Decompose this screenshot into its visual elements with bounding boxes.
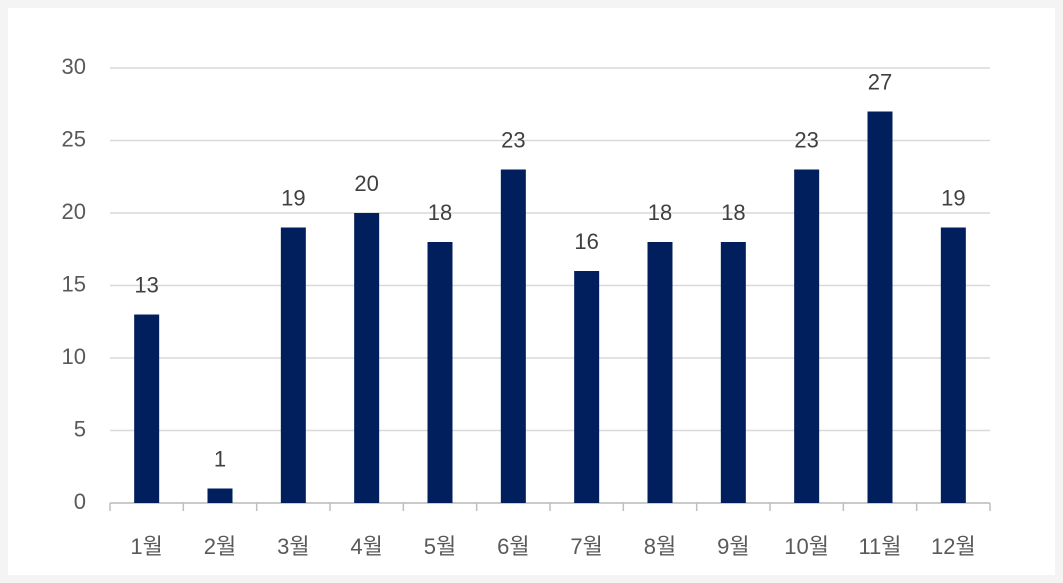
y-tick-label: 25 — [62, 126, 86, 151]
bar — [207, 488, 233, 503]
data-label: 18 — [428, 200, 452, 225]
x-tick-label: 10월 — [784, 534, 829, 559]
bar — [940, 227, 966, 503]
data-label: 19 — [281, 185, 305, 210]
x-tick-label: 2월 — [204, 534, 236, 559]
x-tick-label: 6월 — [497, 534, 529, 559]
y-tick-label: 30 — [62, 54, 86, 79]
data-label: 1 — [214, 446, 226, 471]
y-tick-label: 0 — [74, 489, 86, 514]
data-label: 27 — [868, 69, 892, 94]
x-tick-label: 7월 — [570, 534, 602, 559]
bar — [867, 111, 893, 503]
x-tick-label: 11월 — [858, 534, 901, 559]
y-tick-label: 15 — [62, 271, 86, 296]
x-tick-label: 1월 — [130, 534, 162, 559]
y-tick-label: 10 — [62, 344, 86, 369]
bar — [500, 169, 526, 503]
x-tick-label: 9월 — [717, 534, 749, 559]
bar — [427, 242, 453, 503]
bar — [794, 169, 820, 503]
x-tick-label: 8월 — [644, 534, 676, 559]
bar — [280, 227, 306, 503]
data-label: 23 — [794, 127, 818, 152]
x-tick-label: 3월 — [277, 534, 309, 559]
bar — [354, 213, 380, 503]
bar — [134, 314, 160, 503]
y-tick-label: 5 — [74, 416, 86, 441]
bar — [574, 271, 600, 503]
x-tick-label: 5월 — [424, 534, 456, 559]
data-label: 18 — [648, 200, 672, 225]
data-label: 16 — [574, 229, 598, 254]
x-tick-label: 12월 — [931, 534, 976, 559]
data-label: 23 — [501, 127, 525, 152]
data-label: 20 — [354, 171, 378, 196]
data-label: 13 — [134, 272, 158, 297]
chart-area — [8, 8, 1055, 575]
x-tick-label: 4월 — [350, 534, 382, 559]
bar — [720, 242, 746, 503]
data-label: 18 — [721, 200, 745, 225]
data-label: 19 — [941, 185, 965, 210]
bar — [647, 242, 673, 503]
y-tick-label: 20 — [62, 199, 86, 224]
